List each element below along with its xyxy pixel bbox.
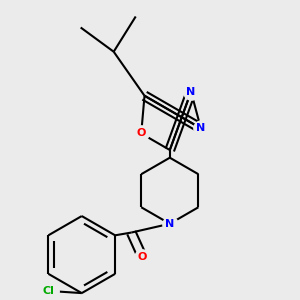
Text: N: N [186,87,196,97]
Text: O: O [136,128,146,139]
Text: N: N [165,219,174,229]
Text: N: N [196,123,206,133]
Text: Cl: Cl [43,286,55,296]
Text: O: O [138,252,147,262]
Polygon shape [141,92,201,150]
